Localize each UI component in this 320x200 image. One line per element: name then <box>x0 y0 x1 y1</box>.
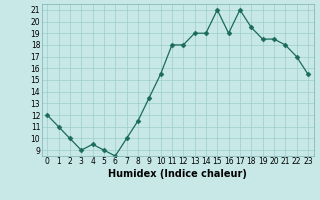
X-axis label: Humidex (Indice chaleur): Humidex (Indice chaleur) <box>108 169 247 179</box>
